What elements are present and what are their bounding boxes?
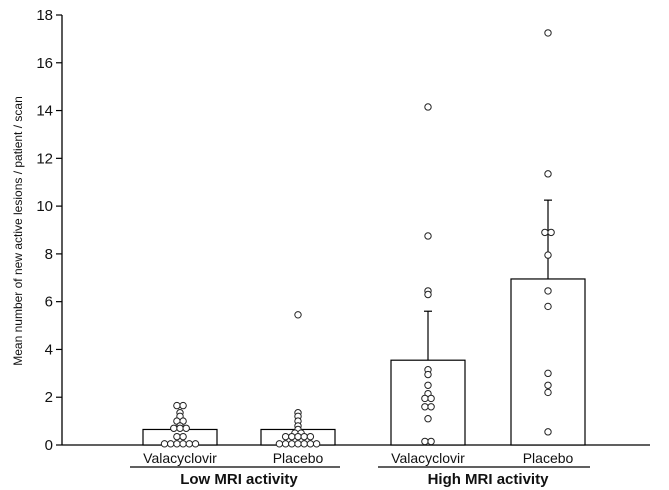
y-tick-label: 0 [45,437,53,454]
data-point [179,440,187,448]
y-tick-label: 14 [36,103,53,120]
data-point [421,394,429,403]
data-point [421,403,429,411]
data-points [160,29,555,448]
data-point [173,440,181,448]
data-point [544,388,552,397]
data-point [306,440,315,448]
data-point [176,424,184,432]
group-label: Low MRI activity [180,471,298,488]
data-point [544,302,552,311]
data-point [424,415,432,423]
y-tick-label: 2 [45,389,53,406]
data-point [160,440,169,448]
y-tick-label: 18 [36,7,53,24]
data-point [170,424,178,432]
y-tick-label: 4 [45,341,53,358]
y-tick-label: 10 [36,198,53,215]
data-point [544,381,552,389]
data-point [544,369,552,378]
y-tick-label: 6 [45,294,53,311]
category-label: Placebo [523,450,574,466]
data-point [306,432,315,441]
data-point [294,440,302,448]
data-point [421,437,429,446]
data-point [424,232,432,240]
data-point [179,432,187,441]
data-point [281,432,290,441]
data-point [179,401,187,410]
data-point [544,29,552,37]
data-point [424,370,432,379]
y-tick-label: 16 [36,55,53,72]
data-point [427,437,435,446]
data-point [185,440,194,448]
data-point [182,424,190,432]
data-point [427,394,435,403]
y-axis-label: Mean number of new active lesions / pati… [11,96,25,365]
data-point [300,440,308,448]
data-point [288,440,296,448]
data-point [424,290,432,299]
data-point [191,440,200,448]
data-point [281,440,290,448]
data-point [544,287,552,295]
data-point [275,440,284,448]
y-tick-label: 8 [45,246,53,263]
data-point [544,170,552,178]
data-point [288,432,296,441]
category-label: Placebo [273,450,324,466]
data-point [544,428,552,436]
category-label: Valacyclovir [143,450,217,466]
data-point [424,103,432,111]
data-point [300,432,308,441]
bars [142,199,586,446]
data-point [544,251,552,259]
data-point [427,403,435,411]
data-point [541,228,549,237]
data-point [294,311,302,319]
data-point [424,381,432,389]
data-point [547,228,555,237]
data-point [312,440,321,448]
category-labels: Valacyclovir Placebo Valacyclovir Placebo Lo… [130,450,590,488]
y-tick-label: 12 [36,150,53,167]
category-label: Valacyclovir [391,450,465,466]
data-point [167,440,175,448]
data-point [173,432,181,441]
data-point [173,401,181,410]
data-point [294,432,302,441]
group-label: High MRI activity [428,471,550,488]
